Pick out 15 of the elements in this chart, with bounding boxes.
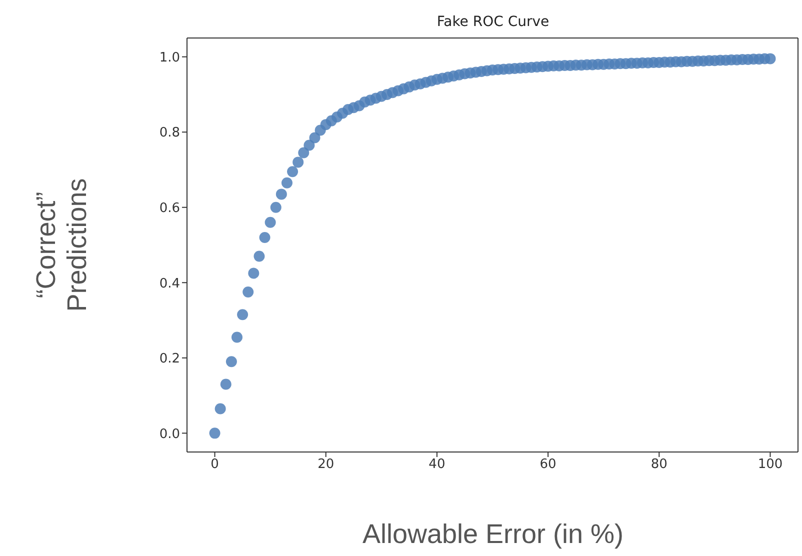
- x-tick-label: 100: [758, 457, 783, 472]
- y-tick-label: 0.8: [159, 126, 180, 141]
- x-tick-label: 60: [540, 457, 556, 472]
- x-tick-label: 20: [318, 457, 334, 472]
- x-axis-title: Allowable Error (in %): [362, 519, 624, 549]
- chart-title: Fake ROC Curve: [436, 14, 550, 30]
- x-tick-label: 80: [650, 457, 668, 472]
- y-tick-label: 0.4: [159, 276, 180, 292]
- y-tick-label: 0.0: [159, 426, 180, 442]
- y-axis-title: “Correct” Predictions: [31, 178, 92, 312]
- y-tick-label: 0.2: [159, 352, 180, 367]
- x-tick-label: 0: [210, 457, 219, 472]
- y-tick-label: 0.6: [159, 200, 180, 216]
- x-tick-label: 40: [428, 457, 446, 472]
- y-tick-label: 1.0: [159, 50, 180, 66]
